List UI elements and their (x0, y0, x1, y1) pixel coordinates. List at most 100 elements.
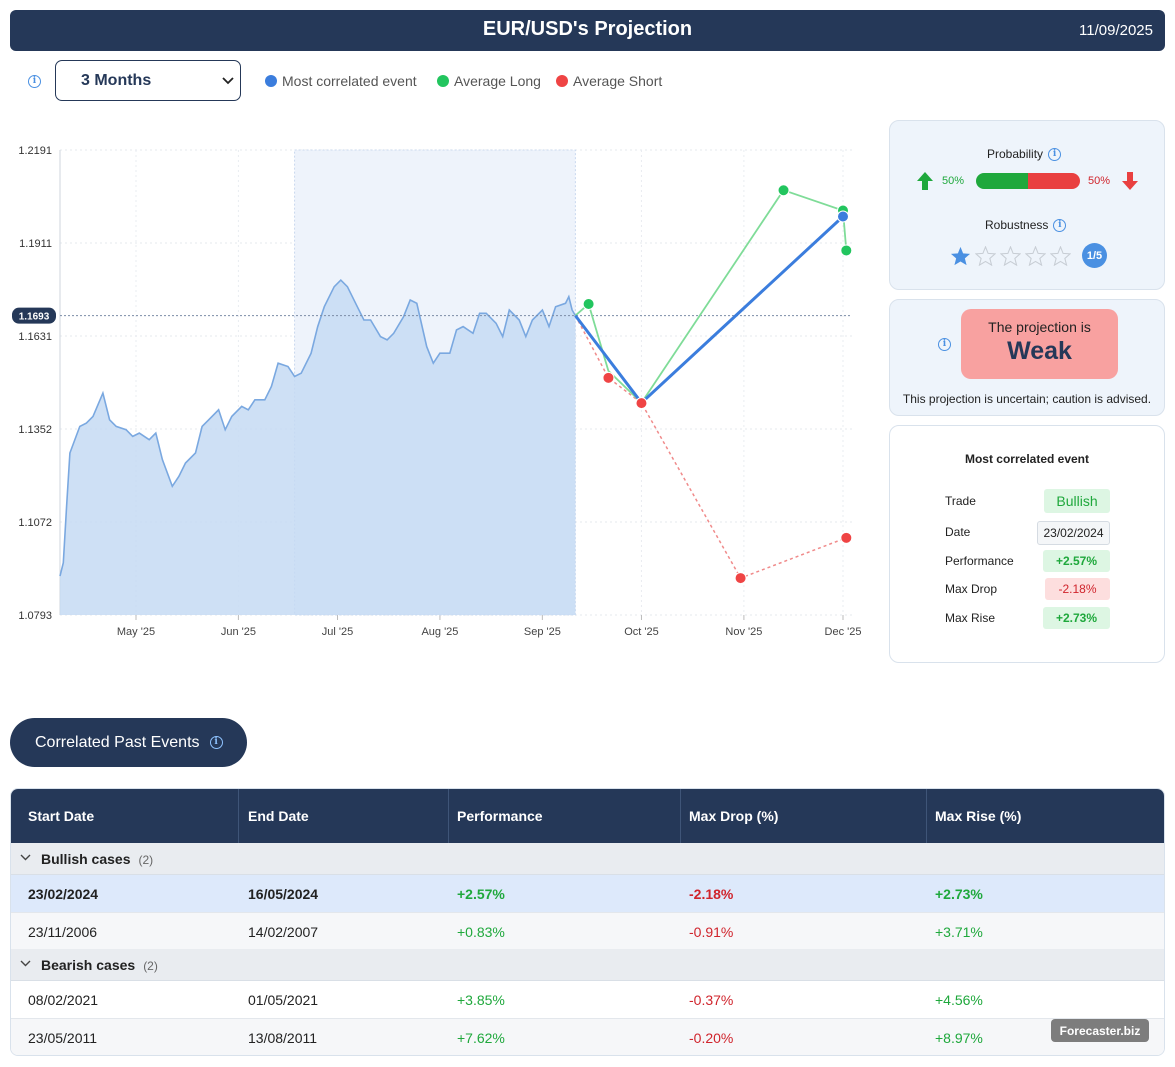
x-tick-label: Aug '25 (421, 626, 458, 638)
cell-start-date: 23/02/2024 (28, 886, 99, 902)
event-label-performance: Performance (945, 554, 1014, 568)
group-row-bearish[interactable]: Bearish cases (2) (11, 949, 1164, 981)
event-label-trade: Trade (945, 494, 976, 508)
period-select-value: 3 Months (81, 72, 152, 89)
group-label: Bearish cases (41, 957, 136, 973)
strength-note: This projection is uncertain; caution is… (902, 392, 1152, 406)
legend-dot-red (556, 75, 568, 87)
col-start-date[interactable]: Start Date (28, 808, 95, 824)
projection-line-most-correlated-event (574, 215, 845, 406)
cell-performance: +0.83% (457, 924, 505, 940)
group-row-bullish[interactable]: Bullish cases (2) (11, 843, 1164, 875)
x-tick-label: Oct '25 (624, 626, 659, 638)
info-icon[interactable]: i (1053, 218, 1067, 232)
y-tick-label: 1.1911 (19, 238, 52, 250)
y-tick-label: 1.2191 (18, 145, 52, 157)
col-end-date[interactable]: End Date (248, 808, 309, 824)
history-line (59, 278, 577, 577)
table-row[interactable]: 08/02/2021 01/05/2021 +3.85% -0.37% +4.5… (11, 981, 1164, 1019)
projection-point (840, 244, 853, 257)
current-value-badge (12, 307, 56, 324)
strength-box: The projection is Weak (961, 309, 1118, 379)
y-tick-label: 1.1631 (18, 331, 52, 343)
projection-point (837, 210, 849, 223)
event-date-value: 23/02/2024 (1037, 521, 1110, 545)
legend-dot-blue (265, 75, 277, 87)
cell-start-date: 08/02/2021 (28, 992, 99, 1008)
projection-point (840, 531, 853, 544)
y-tick-label: 1.1352 (18, 424, 52, 436)
info-icon[interactable]: i (938, 338, 951, 351)
probability-title: Probability i (987, 147, 1062, 161)
x-tick-label: Dec '25 (825, 626, 862, 638)
event-performance-value: +2.57% (1043, 550, 1110, 572)
star-empty-icon (1025, 245, 1046, 266)
group-label: Bullish cases (41, 851, 131, 867)
star-empty-icon (1000, 245, 1021, 266)
group-count: (2) (138, 853, 154, 867)
probability-panel: Probability i 50% 50% Robustness i 1/5 (889, 120, 1165, 290)
cell-max-rise: +3.71% (935, 924, 983, 940)
cell-performance: +3.85% (457, 992, 505, 1008)
robustness-title-text: Robustness (985, 218, 1049, 232)
info-icon[interactable]: i (1048, 147, 1062, 161)
most-correlated-event-panel: Most correlated event Trade Bullish Date… (889, 425, 1165, 663)
col-max-rise[interactable]: Max Rise (%) (935, 808, 1022, 824)
projection-point (582, 298, 595, 311)
y-tick-label: 1.0793 (18, 610, 52, 622)
cell-max-rise: +2.73% (935, 886, 983, 902)
legend-dot-green (437, 75, 449, 87)
correlated-past-events-button[interactable]: Correlated Past Events i (10, 718, 247, 767)
star-filled-icon (950, 246, 971, 265)
prob-up-pct: 50% (942, 175, 965, 187)
event-label-date: Date (945, 525, 971, 539)
x-tick-label: Nov '25 (725, 626, 762, 638)
legend-average-long[interactable]: Average Long (437, 73, 541, 89)
cell-max-drop: -0.91% (689, 924, 734, 940)
strength-line1: The projection is (988, 319, 1091, 335)
projection-point (777, 184, 790, 197)
projection-point (602, 371, 615, 384)
x-tick-label: May '25 (117, 626, 155, 638)
cell-end-date: 14/02/2007 (248, 924, 319, 940)
period-select[interactable]: 3 Months (55, 60, 241, 101)
table-header: Start Date End Date Performance Max Drop… (11, 789, 1164, 843)
table-row[interactable]: 23/05/2011 13/08/2011 +7.62% -0.20% +8.9… (11, 1019, 1164, 1055)
event-label-max-drop: Max Drop (945, 582, 998, 596)
event-max-drop-value: -2.18% (1045, 578, 1110, 600)
chevron-down-icon (222, 77, 234, 85)
table-row[interactable]: 23/02/2024 16/05/2024 +2.57% -2.18% +2.7… (11, 875, 1164, 913)
info-icon[interactable]: i (28, 75, 41, 88)
projection-line-average-short (574, 315, 847, 580)
legend-label: Most correlated event (282, 73, 417, 89)
past-events-table: Start Date End Date Performance Max Drop… (10, 788, 1165, 1056)
chevron-down-icon (20, 854, 31, 861)
robustness-badge: 1/5 (1082, 243, 1107, 268)
x-tick-label: Sep '25 (524, 626, 561, 638)
header-bar: EUR/USD's Projection 11/09/2025 (10, 10, 1165, 51)
legend-label: Average Long (454, 73, 541, 89)
cell-end-date: 01/05/2021 (248, 992, 319, 1008)
cell-start-date: 23/11/2006 (28, 924, 98, 940)
event-max-rise-value: +2.73% (1043, 607, 1110, 629)
robustness-title: Robustness i (985, 218, 1067, 232)
y-tick-label: 1.1072 (18, 517, 52, 529)
legend-most-correlated[interactable]: Most correlated event (265, 73, 417, 89)
col-performance[interactable]: Performance (457, 808, 543, 824)
projection-strength-panel: i The projection is Weak This projection… (889, 299, 1165, 416)
legend-label: Average Short (573, 73, 663, 89)
event-title: Most correlated event (964, 452, 1090, 466)
info-icon[interactable]: i (209, 736, 223, 749)
chart-svg: 1.2191 1.1911 1.1631 1.1352 1.1072 1.0793 May … (12, 145, 862, 638)
col-max-drop[interactable]: Max Drop (%) (689, 808, 779, 824)
legend-average-short[interactable]: Average Short (556, 73, 662, 89)
current-value-label: 1.1693 (19, 312, 50, 323)
table-row[interactable]: 23/11/2006 14/02/2007 +0.83% -0.91% +3.7… (11, 913, 1164, 951)
arrow-down-icon (1122, 172, 1138, 190)
cell-max-rise: +4.56% (935, 992, 983, 1008)
chevron-down-icon (20, 960, 31, 967)
prob-bar-down (1028, 173, 1080, 189)
prob-down-pct: 50% (1088, 175, 1111, 187)
cell-max-drop: -0.20% (689, 1030, 734, 1046)
star-empty-icon (1050, 245, 1071, 266)
